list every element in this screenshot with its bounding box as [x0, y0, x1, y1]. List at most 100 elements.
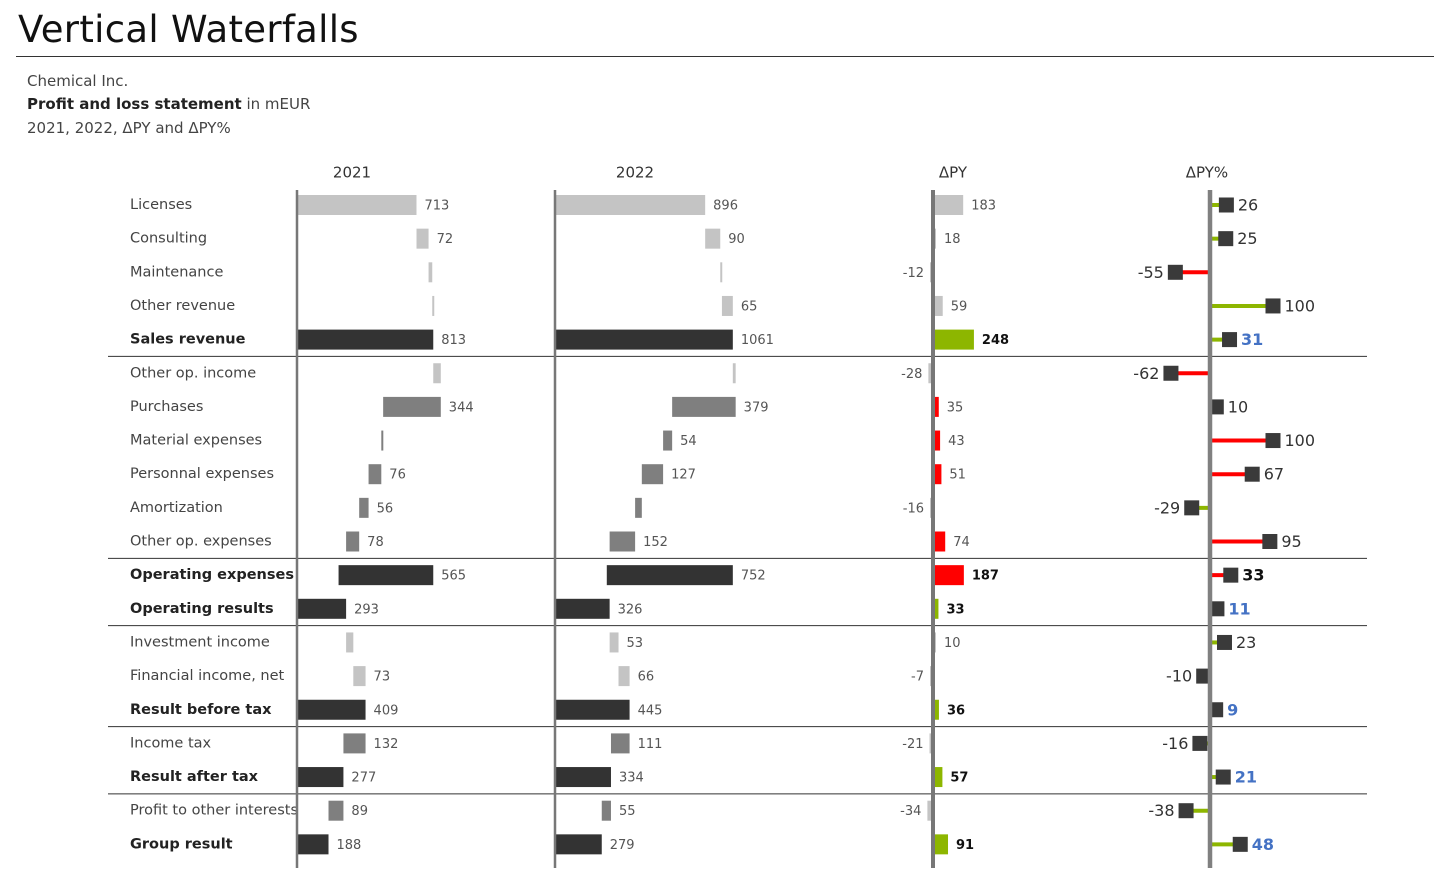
- bar-y2022: [720, 262, 723, 283]
- row-label: Other op. income: [130, 365, 256, 381]
- row-label: Result after tax: [130, 769, 259, 785]
- data-label-y2022: 379: [744, 400, 769, 415]
- dpy-bar: [933, 329, 974, 350]
- pct-marker: [1222, 332, 1238, 348]
- bar-y2022: [721, 295, 733, 316]
- pct-marker: [1178, 803, 1194, 819]
- dpy-bar: [933, 699, 939, 720]
- data-label-y2022: 54: [680, 434, 697, 449]
- bar-y2021: [346, 531, 360, 552]
- bar-y2022: [618, 666, 630, 687]
- bar-y2022: [672, 396, 736, 417]
- data-label-y2021: 813: [441, 333, 466, 348]
- data-label-y2021: 188: [337, 838, 362, 853]
- dpy-bar: [933, 464, 942, 485]
- row-label: Operating results: [130, 601, 274, 617]
- dpy-bar: [933, 565, 964, 586]
- data-label-y2022: 334: [619, 771, 644, 786]
- bar-y2021: [432, 295, 435, 316]
- pct-marker: [1218, 231, 1234, 247]
- bar-y2021: [416, 228, 429, 249]
- dpy-label: 183: [971, 199, 996, 214]
- dpy-label: 51: [949, 468, 966, 483]
- column-header-0: 2021: [333, 164, 371, 182]
- row-label: Result before tax: [130, 702, 272, 718]
- dpy-bar: [928, 363, 933, 384]
- bar-y2021: [328, 800, 344, 821]
- row-label: Group result: [130, 836, 233, 852]
- bar-y2022: [606, 565, 733, 586]
- row-label: Material expenses: [130, 433, 262, 449]
- subtitle-company: Chemical Inc.: [27, 72, 129, 90]
- bar-y2021: [383, 396, 441, 417]
- dpy-bar: [933, 767, 943, 788]
- row-label: Maintenance: [130, 264, 223, 280]
- data-label-y2022: 111: [638, 737, 663, 752]
- pct-label: -38: [1148, 801, 1174, 820]
- pct-label: 11: [1228, 599, 1250, 618]
- column-header-1: 2022: [616, 164, 654, 182]
- pct-label: -62: [1133, 364, 1159, 383]
- pct-marker: [1215, 769, 1231, 785]
- page-title: Vertical Waterfalls: [18, 8, 359, 51]
- pct-label: 21: [1235, 768, 1257, 787]
- bar-y2021: [297, 699, 366, 720]
- data-label-y2022: 752: [741, 569, 766, 584]
- pct-marker: [1192, 735, 1208, 751]
- bar-y2021: [353, 666, 366, 687]
- data-label-y2021: 565: [441, 569, 466, 584]
- pct-marker: [1184, 500, 1200, 516]
- data-label-y2022: 127: [671, 468, 696, 483]
- dpy-label: -12: [903, 266, 924, 281]
- row-label: Other op. expenses: [130, 534, 272, 550]
- row-label: Operating expenses: [130, 567, 294, 583]
- bar-y2022: [555, 699, 630, 720]
- data-label-y2022: 445: [638, 703, 663, 718]
- pct-marker: [1262, 534, 1278, 549]
- subtitle-periods: 2021, 2022, ΔPY and ΔPY%: [27, 119, 231, 137]
- dpy-label: 43: [948, 434, 965, 449]
- bar-y2022: [641, 464, 664, 485]
- data-label-y2021: 72: [437, 232, 454, 247]
- data-label-y2021: 76: [389, 468, 406, 483]
- pct-marker: [1163, 365, 1179, 381]
- dpy-label: 74: [953, 535, 970, 550]
- dpy-bar: [933, 195, 964, 215]
- pct-label: 25: [1237, 229, 1257, 248]
- row-label: Investment income: [130, 634, 270, 650]
- data-label-y2022: 896: [713, 199, 738, 214]
- pct-marker: [1218, 197, 1234, 213]
- pct-label: -29: [1154, 498, 1180, 517]
- column-header-3: ΔPY%: [1186, 164, 1228, 182]
- pct-label: 100: [1285, 296, 1316, 315]
- data-label-y2021: 293: [354, 602, 379, 617]
- subtitle-statement: Profit and loss statement in mEUR: [27, 95, 310, 113]
- data-label-y2022: 279: [610, 838, 635, 853]
- bar-y2022: [601, 800, 611, 821]
- dpy-bar: [927, 800, 933, 821]
- dpy-bar: [933, 295, 943, 316]
- dpy-label: -28: [901, 367, 922, 382]
- pct-label: 9: [1227, 700, 1238, 719]
- bar-y2021: [297, 834, 329, 855]
- data-label-y2022: 65: [741, 299, 758, 314]
- bar-y2022: [705, 228, 721, 249]
- dpy-label: 187: [972, 569, 999, 584]
- dpy-label: 59: [951, 299, 968, 314]
- bar-y2021: [338, 565, 434, 586]
- pct-marker: [1223, 567, 1239, 583]
- pct-label: 31: [1241, 330, 1263, 349]
- pct-marker: [1216, 634, 1232, 650]
- bar-y2022: [635, 497, 642, 518]
- row-label: Financial income, net: [130, 668, 285, 684]
- pct-marker: [1196, 668, 1212, 684]
- pct-marker: [1265, 433, 1281, 449]
- dpy-bar: [933, 396, 939, 417]
- dpy-label: 248: [982, 333, 1009, 348]
- dpy-label: -16: [903, 501, 924, 516]
- data-label-y2021: 277: [351, 771, 376, 786]
- bar-y2021: [297, 195, 417, 215]
- dpy-label: 10: [944, 636, 961, 651]
- bar-y2021: [381, 430, 384, 451]
- data-label-y2022: 326: [618, 602, 643, 617]
